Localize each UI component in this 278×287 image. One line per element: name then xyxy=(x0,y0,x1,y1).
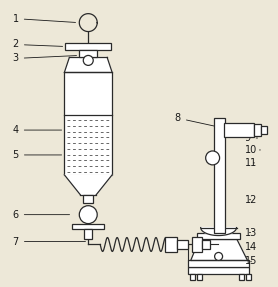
FancyBboxPatch shape xyxy=(254,124,261,136)
Text: 8: 8 xyxy=(175,113,221,127)
FancyBboxPatch shape xyxy=(188,260,249,267)
Text: 14: 14 xyxy=(244,243,257,253)
FancyBboxPatch shape xyxy=(79,51,97,57)
FancyBboxPatch shape xyxy=(224,123,254,137)
Circle shape xyxy=(83,55,93,65)
Polygon shape xyxy=(191,238,247,260)
FancyBboxPatch shape xyxy=(202,240,210,249)
FancyBboxPatch shape xyxy=(65,42,111,51)
Circle shape xyxy=(206,151,220,165)
FancyBboxPatch shape xyxy=(192,236,202,253)
Text: 7: 7 xyxy=(13,236,85,247)
FancyBboxPatch shape xyxy=(72,224,104,228)
Text: 3: 3 xyxy=(13,53,76,63)
FancyBboxPatch shape xyxy=(190,274,195,280)
Text: 4: 4 xyxy=(13,125,62,135)
Text: 10: 10 xyxy=(244,145,260,155)
Text: 5: 5 xyxy=(13,150,62,160)
Polygon shape xyxy=(64,175,112,195)
FancyBboxPatch shape xyxy=(165,236,177,253)
FancyBboxPatch shape xyxy=(247,274,251,280)
Text: 15: 15 xyxy=(244,256,257,266)
FancyBboxPatch shape xyxy=(239,274,244,280)
FancyBboxPatch shape xyxy=(64,72,112,175)
Text: 12: 12 xyxy=(244,195,257,205)
FancyBboxPatch shape xyxy=(188,267,249,274)
FancyBboxPatch shape xyxy=(83,195,93,203)
Circle shape xyxy=(215,253,223,260)
FancyBboxPatch shape xyxy=(84,228,92,238)
Polygon shape xyxy=(201,228,237,236)
FancyBboxPatch shape xyxy=(177,240,188,249)
FancyBboxPatch shape xyxy=(214,118,225,232)
Polygon shape xyxy=(64,57,112,72)
FancyBboxPatch shape xyxy=(197,232,240,238)
Text: 2: 2 xyxy=(13,40,63,49)
FancyBboxPatch shape xyxy=(261,126,267,134)
Circle shape xyxy=(79,206,97,224)
Text: 6: 6 xyxy=(13,210,70,220)
Text: 1: 1 xyxy=(13,13,76,24)
Text: 9: 9 xyxy=(244,133,258,143)
Text: 13: 13 xyxy=(244,228,257,238)
Text: 11: 11 xyxy=(244,158,257,168)
FancyBboxPatch shape xyxy=(197,274,202,280)
